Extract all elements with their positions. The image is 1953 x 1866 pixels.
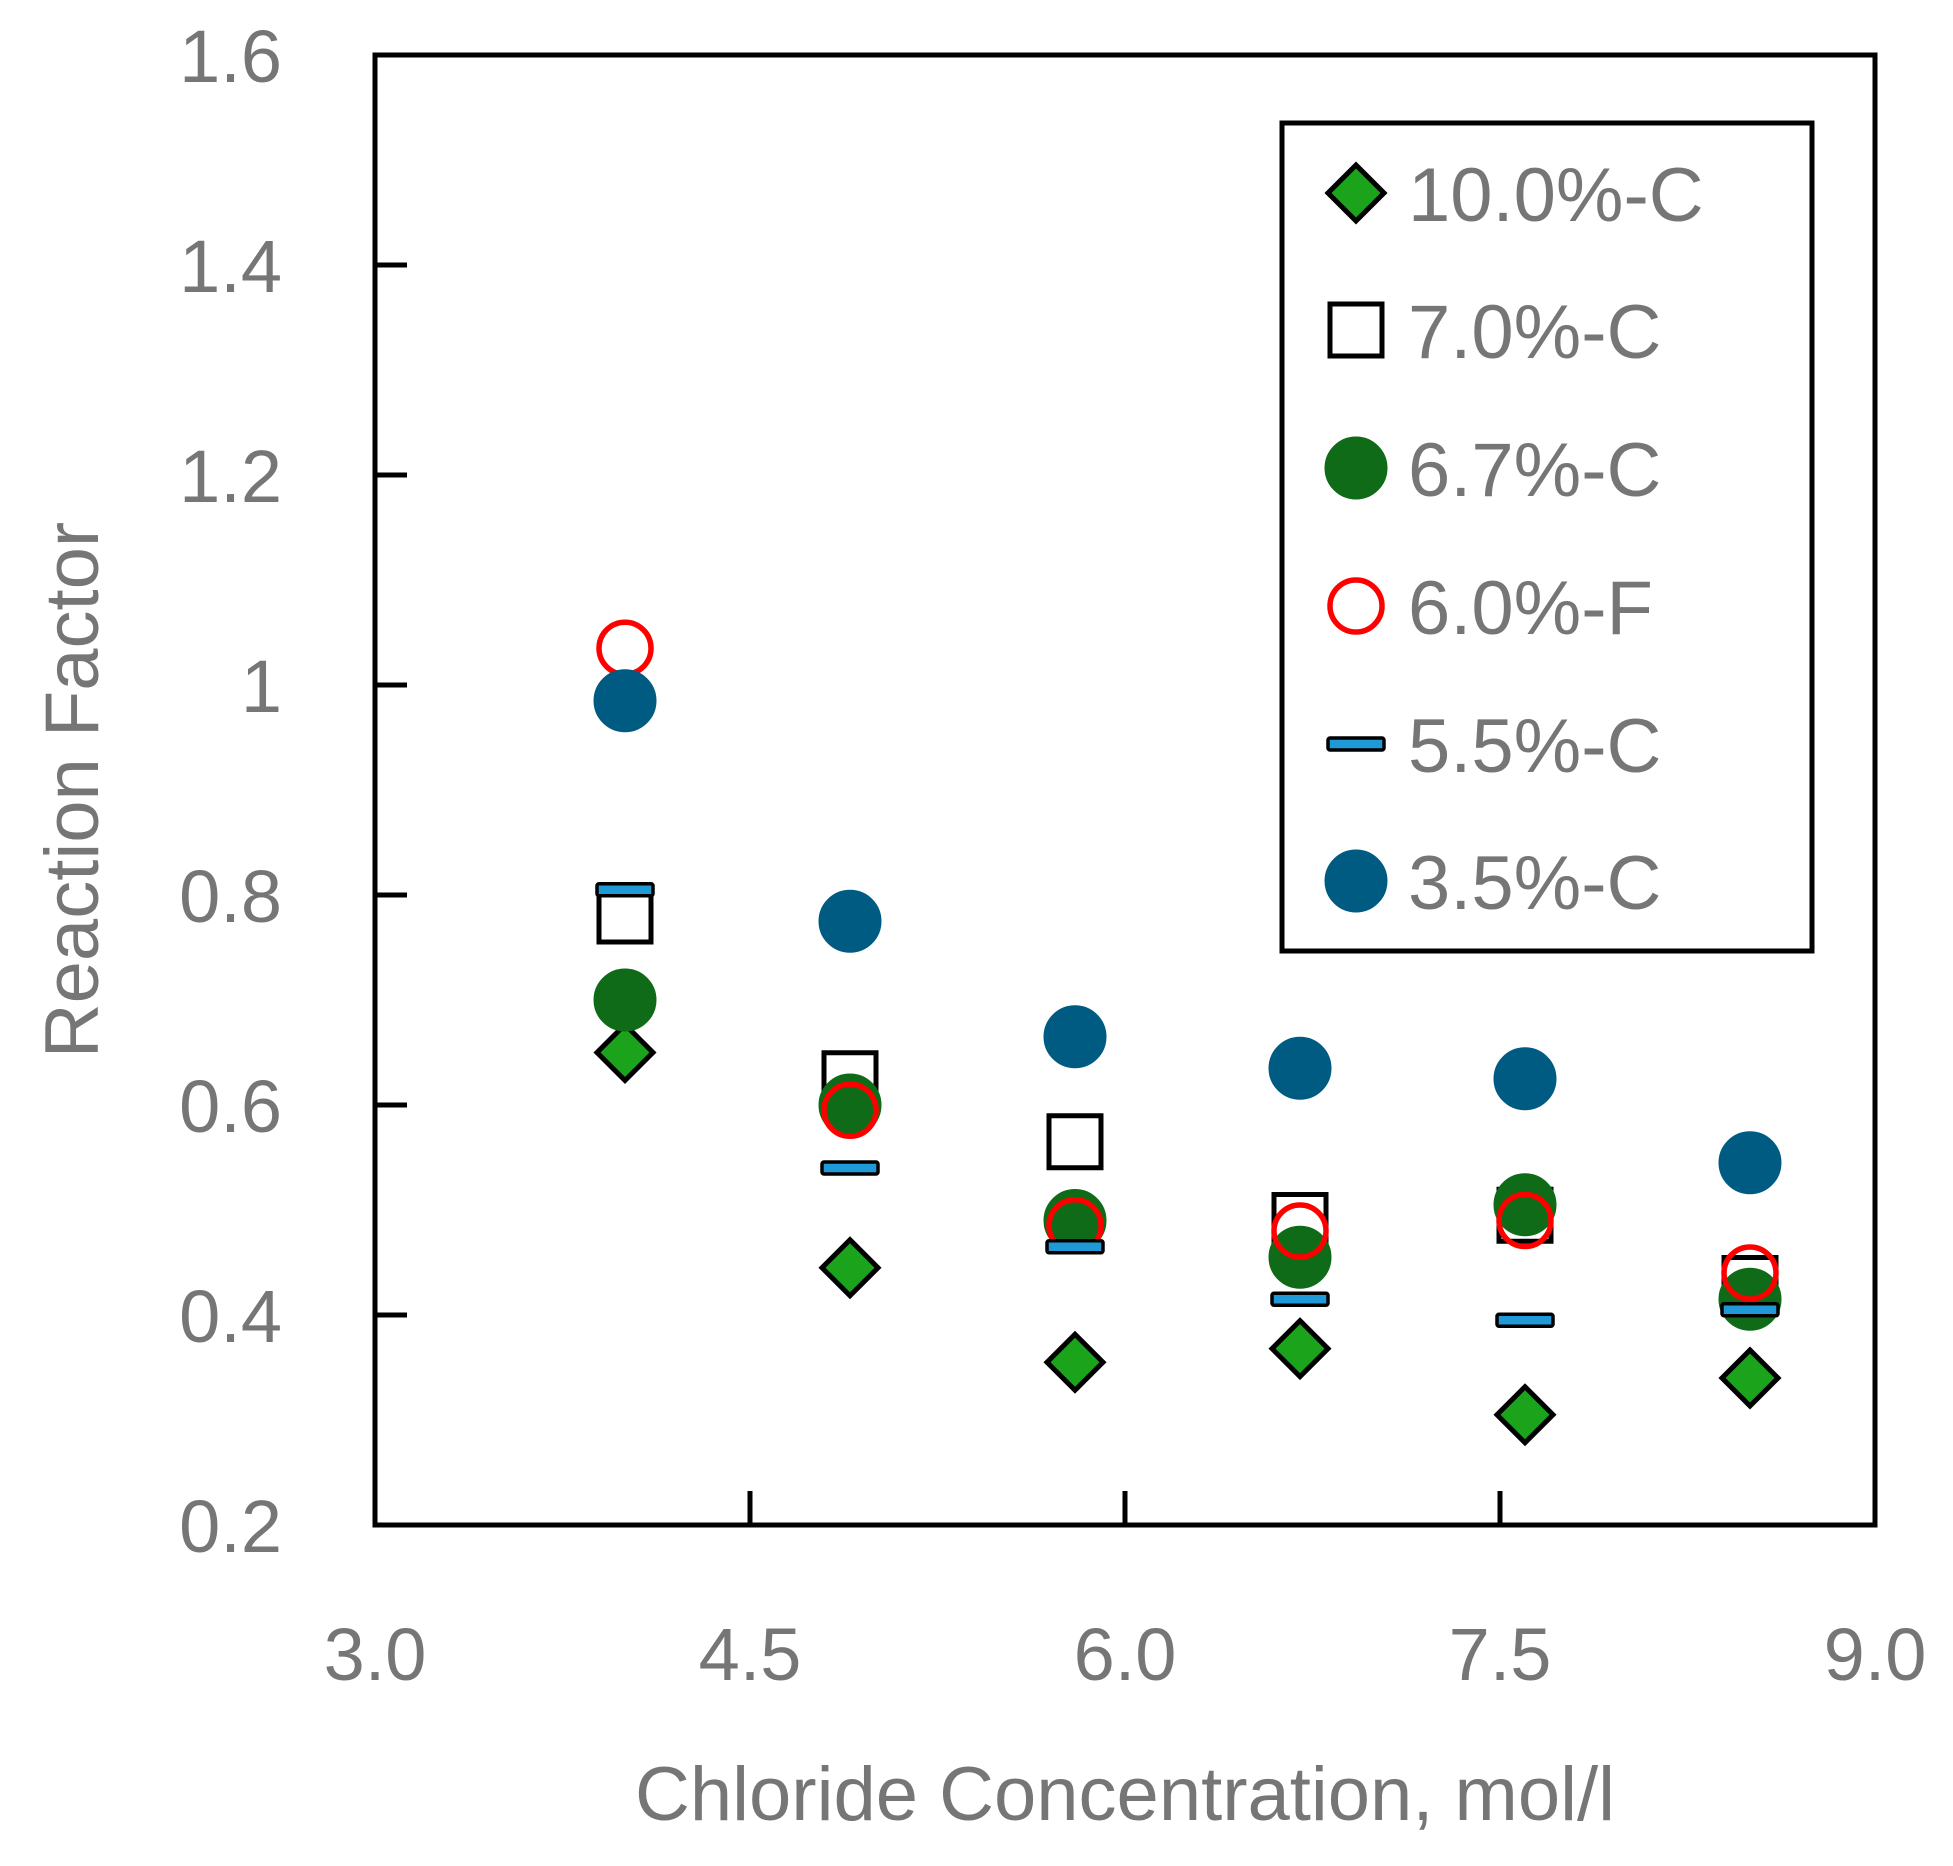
legend-marker (1327, 577, 1385, 635)
legend-items: 10.0%-C 7.0%-C 6.7%-C 6.0%-F 5.5%-C 3.5%-C (1324, 153, 1704, 926)
data-point-shape (1496, 1191, 1554, 1250)
y-tick-label: 0.6 (179, 1065, 282, 1148)
legend-marker (1324, 849, 1388, 913)
series-3-5-c (593, 669, 1782, 1195)
legend-marker (1326, 736, 1386, 752)
data-point (1495, 1312, 1555, 1328)
data-point (1268, 1036, 1332, 1100)
y-tick-label: 1.2 (179, 435, 282, 518)
data-point-shape (595, 882, 655, 898)
x-tick-label: 3.0 (324, 1613, 427, 1696)
data-point (1496, 1191, 1554, 1250)
legend-marker-shape (1326, 736, 1386, 752)
data-point-shape (593, 669, 657, 733)
data-point (818, 889, 882, 953)
data-point (596, 887, 654, 945)
legend-marker-shape (1327, 301, 1385, 359)
y-tick-label: 0.4 (179, 1275, 282, 1358)
data-point (1493, 1047, 1557, 1111)
axis-ticks (372, 52, 1878, 1528)
x-axis-title: Chloride Concentration, mol/l (635, 1752, 1615, 1837)
data-point-shape (1268, 1317, 1332, 1381)
legend-label: 3.5%-C (1408, 841, 1661, 926)
series-6-7-c (593, 968, 1782, 1331)
legend-marker-shape (1324, 161, 1388, 225)
series-5-5-c (595, 882, 1780, 1328)
data-point (1043, 1005, 1107, 1069)
data-point (593, 968, 657, 1032)
y-tick-label: 1.6 (179, 15, 282, 98)
data-point-shape (1045, 1239, 1105, 1255)
legend-marker (1324, 161, 1388, 225)
data-point-shape (1493, 1047, 1557, 1111)
data-point (1271, 1202, 1329, 1260)
x-tick-labels: 3.0 4.5 6.0 7.5 9.0 (324, 1613, 1927, 1696)
legend-marker (1327, 301, 1385, 359)
data-point-shape (593, 968, 657, 1032)
data-point (1270, 1291, 1330, 1307)
data-point (1721, 1244, 1779, 1302)
data-point-shape (1271, 1202, 1329, 1260)
data-point-shape (596, 619, 654, 677)
series-10-0-c (593, 1020, 1782, 1447)
data-point (593, 669, 657, 733)
data-point-shape (818, 889, 882, 953)
data-point (593, 1020, 657, 1085)
data-point (1493, 1173, 1557, 1237)
data-point (1268, 1317, 1332, 1381)
data-point-shape (596, 887, 654, 945)
legend-label: 5.5%-C (1408, 704, 1661, 789)
y-tick-label: 1.4 (179, 225, 282, 308)
legend: 10.0%-C 7.0%-C 6.7%-C 6.0%-F 5.5%-C 3.5%-C (1279, 120, 1815, 954)
data-point-shape (1268, 1036, 1332, 1100)
data-point-shape (593, 1020, 657, 1085)
data-point (1718, 1346, 1782, 1410)
legend-marker (1324, 436, 1388, 500)
data-point (1720, 1302, 1780, 1318)
data-point-shape (821, 1081, 879, 1139)
legend-marker-shape (1324, 436, 1388, 500)
data-point (1043, 1330, 1107, 1394)
x-tick-label: 9.0 (1824, 1613, 1927, 1696)
data-point (596, 619, 654, 677)
plot-markers (593, 619, 1782, 1447)
data-point-shape (1718, 1346, 1782, 1410)
data-point-shape (1495, 1312, 1555, 1328)
x-tick-label: 6.0 (1074, 1613, 1177, 1696)
data-point-shape (1043, 1005, 1107, 1069)
data-point (1046, 1113, 1104, 1171)
data-point (821, 1081, 879, 1139)
data-point-shape (1043, 1330, 1107, 1394)
x-tick-label: 7.5 (1449, 1613, 1552, 1696)
legend-label: 7.0%-C (1408, 290, 1661, 375)
y-tick-label: 1 (241, 645, 282, 728)
y-tick-label: 0.2 (179, 1485, 282, 1568)
data-point-shape (1718, 1131, 1782, 1195)
y-tick-labels: 0.2 0.4 0.6 0.8 1 1.2 1.4 1.6 (179, 15, 282, 1568)
data-point (1493, 1383, 1557, 1447)
data-point-shape (1721, 1244, 1779, 1302)
x-tick-label: 4.5 (699, 1613, 802, 1696)
data-point (820, 1160, 880, 1176)
legend-label: 10.0%-C (1408, 153, 1704, 238)
data-point (1718, 1131, 1782, 1195)
legend-label: 6.0%-F (1408, 566, 1653, 651)
data-point-shape (1493, 1173, 1557, 1237)
legend-label: 6.7%-C (1408, 428, 1661, 513)
data-point-shape (818, 1236, 882, 1300)
data-point-shape (1720, 1302, 1780, 1318)
legend-box (1279, 120, 1815, 954)
data-point (1045, 1239, 1105, 1255)
legend-marker-shape (1327, 577, 1385, 635)
legend-marker-shape (1324, 849, 1388, 913)
data-point (818, 1236, 882, 1300)
data-point-shape (820, 1160, 880, 1176)
y-axis-title: Reaction Factor (30, 522, 115, 1058)
data-point-shape (1270, 1291, 1330, 1307)
y-tick-label: 0.8 (179, 855, 282, 938)
data-point-shape (1493, 1383, 1557, 1447)
data-point (595, 882, 655, 898)
data-point-shape (1046, 1113, 1104, 1171)
